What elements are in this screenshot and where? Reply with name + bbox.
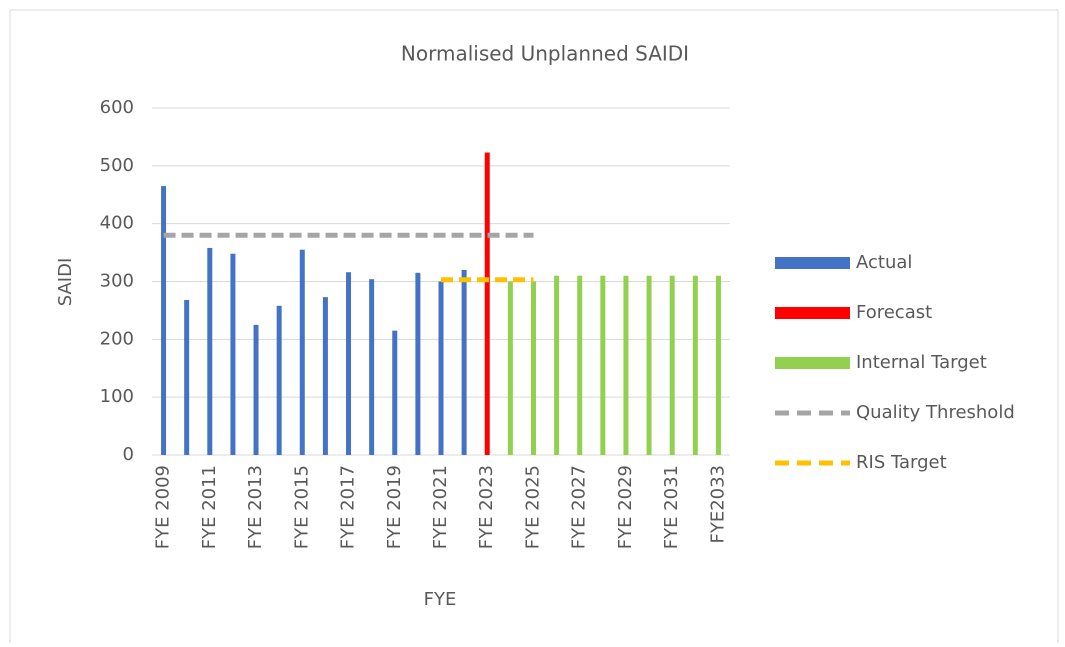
y-tick-label: 600: [100, 97, 134, 118]
x-tick-label: FYE2033: [707, 465, 728, 544]
legend-label: Internal Target: [856, 352, 987, 373]
y-tick-label: 200: [100, 328, 134, 349]
x-tick-label: FYE 2019: [384, 465, 405, 549]
x-tick-label: FYE 2011: [199, 465, 220, 549]
bar: [577, 275, 583, 455]
y-tick-label: 400: [100, 213, 134, 234]
bar: [669, 275, 675, 455]
bar: [253, 324, 259, 455]
bar: [161, 186, 167, 455]
bar: [415, 272, 421, 455]
legend-label: Quality Threshold: [856, 402, 1015, 423]
bar: [461, 269, 467, 455]
bar: [484, 152, 490, 455]
bar: [507, 281, 513, 455]
bar: [322, 297, 328, 455]
bar: [530, 281, 536, 455]
x-tick-label: FYE 2015: [291, 465, 312, 549]
x-tick-label: FYE 2021: [430, 465, 451, 549]
legend-label: Forecast: [856, 302, 932, 323]
bar: [438, 281, 444, 455]
bar: [692, 275, 698, 455]
y-axis-title: SAIDI: [55, 258, 76, 307]
x-tick-label: FYE 2029: [615, 465, 636, 549]
bar: [299, 249, 305, 455]
x-tick-label: FYE 2023: [476, 465, 497, 549]
x-tick-label: FYE 2027: [569, 465, 590, 549]
x-tick-label: FYE 2031: [661, 465, 682, 549]
bar: [554, 275, 560, 455]
y-tick-label: 0: [123, 444, 134, 465]
legend-label: Actual: [856, 252, 912, 273]
x-axis-title: FYE: [424, 589, 457, 610]
bar: [230, 253, 236, 455]
legend-swatch: [775, 257, 850, 269]
bar: [276, 305, 282, 455]
legend-swatch: [775, 307, 850, 319]
y-tick-label: 300: [100, 271, 134, 292]
bar: [346, 272, 352, 455]
x-tick-label: FYE 2009: [153, 465, 174, 549]
bar: [600, 275, 606, 455]
chart-title: Normalised Unplanned SAIDI: [401, 42, 689, 66]
bar: [369, 279, 375, 455]
bar: [623, 275, 629, 455]
x-tick-label: FYE 2017: [338, 465, 359, 549]
legend-label: RIS Target: [856, 452, 947, 473]
x-tick-label: FYE 2013: [245, 465, 266, 549]
bar: [207, 247, 213, 455]
bar: [715, 275, 721, 455]
bar: [392, 330, 398, 455]
legend-swatch: [775, 357, 850, 369]
x-tick-label: FYE 2025: [522, 465, 543, 549]
bar: [646, 275, 652, 455]
y-tick-label: 500: [100, 155, 134, 176]
y-tick-label: 100: [100, 386, 134, 407]
bar: [184, 300, 190, 455]
